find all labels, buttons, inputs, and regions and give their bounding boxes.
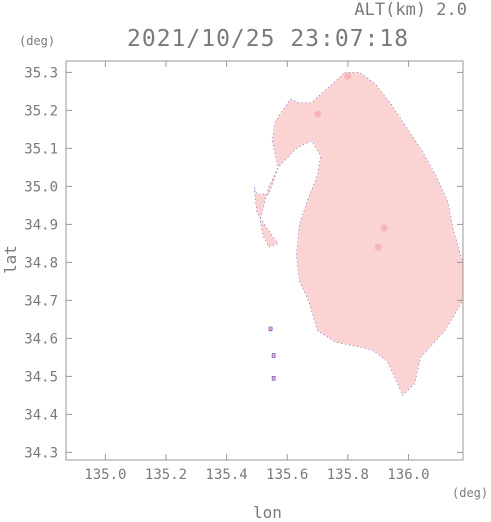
x-axis-unit: (deg) xyxy=(452,486,489,500)
field-highlight xyxy=(314,110,322,118)
field-highlight xyxy=(380,224,388,232)
field-island xyxy=(271,376,276,381)
x-tick-label: 135.2 xyxy=(145,467,187,483)
x-tick-label: 135.0 xyxy=(84,467,126,483)
x-tick-label: 135.6 xyxy=(266,467,308,483)
field-highlight xyxy=(344,72,352,80)
y-tick-label: 34.3 xyxy=(24,445,58,461)
y-tick-label: 35.0 xyxy=(24,179,58,195)
y-tick-label: 35.1 xyxy=(24,141,58,157)
field-island xyxy=(268,326,273,332)
x-tick-label: 135.4 xyxy=(206,467,248,483)
y-tick-label: 34.9 xyxy=(24,217,58,233)
x-tick-label: 136.0 xyxy=(387,467,429,483)
x-tick-label: 135.8 xyxy=(327,467,369,483)
field-highlight xyxy=(374,243,382,251)
altitude-label: ALT(km) 2.0 xyxy=(354,0,467,20)
timestamp-title: 2021/10/25 23:07:18 xyxy=(127,26,410,52)
y-tick-label: 34.5 xyxy=(24,369,58,385)
field-region xyxy=(253,72,463,396)
axis-layer xyxy=(65,60,464,461)
y-axis-unit: (deg) xyxy=(19,34,56,48)
y-tick-label: 35.3 xyxy=(24,65,58,81)
plot-frame xyxy=(65,60,464,461)
field-island xyxy=(271,353,276,358)
y-tick-label: 34.6 xyxy=(24,331,58,347)
y-tick-label: 34.8 xyxy=(24,255,58,271)
y-tick-label: 35.2 xyxy=(24,103,58,119)
field-layer xyxy=(253,72,463,396)
y-tick-label: 34.4 xyxy=(24,407,58,423)
tick-layer: 135.0 135.2 135.4 135.6 135.8 136.0 34.3 34.4 34… xyxy=(24,65,429,483)
y-tick-label: 34.7 xyxy=(24,293,58,309)
x-axis-label: lon xyxy=(253,503,282,522)
